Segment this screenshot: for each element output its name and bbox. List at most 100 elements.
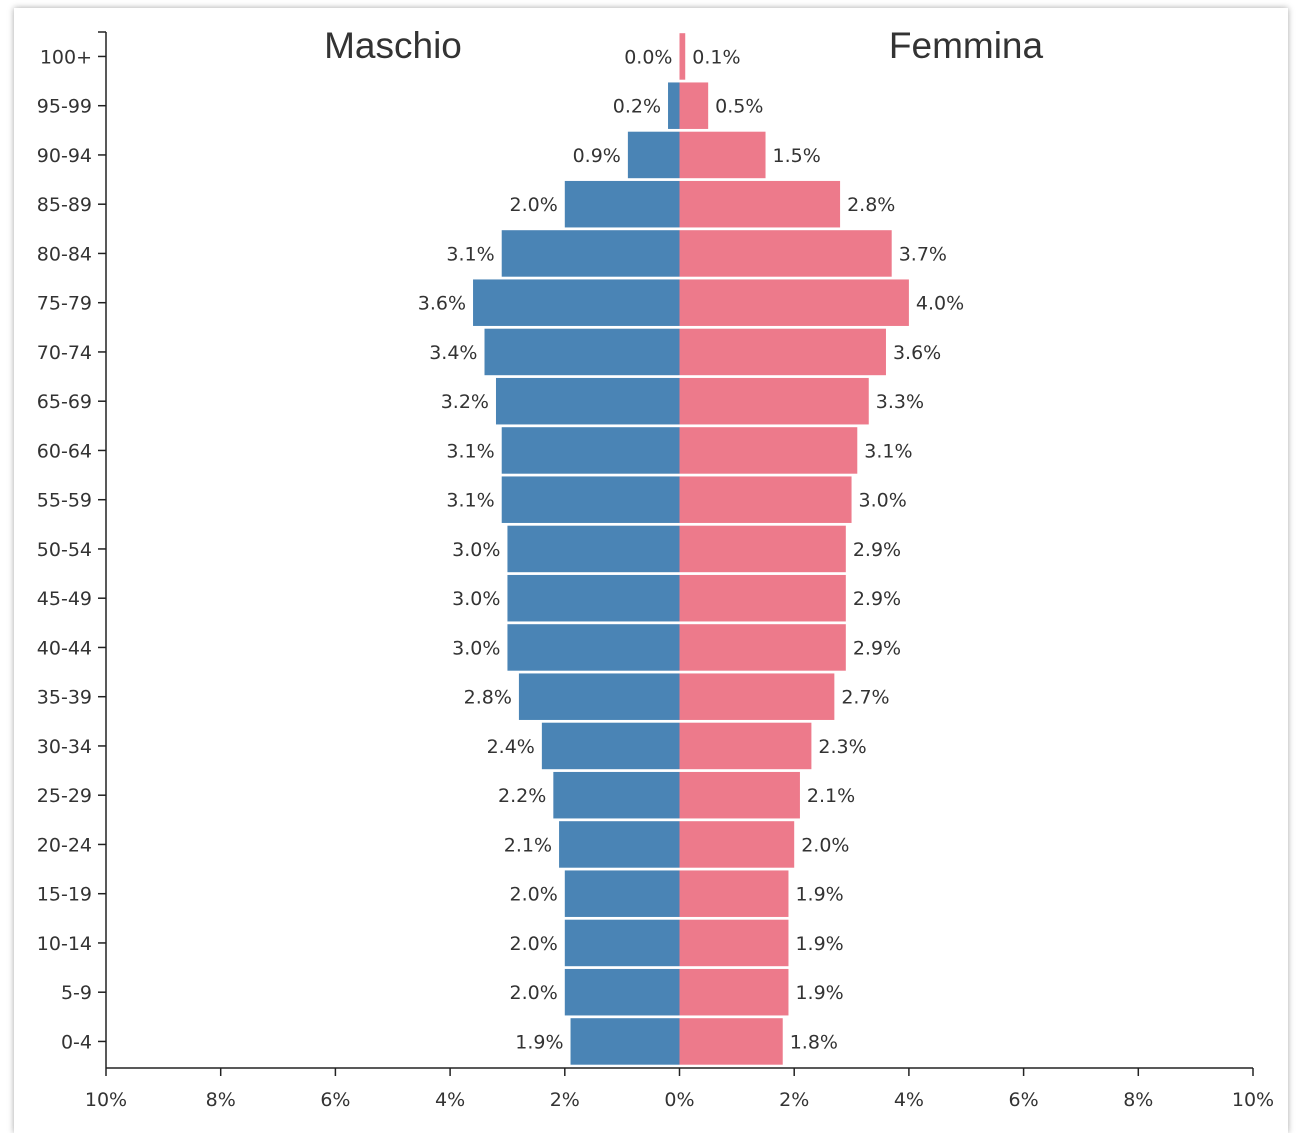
bar-male-95-99 (668, 82, 680, 129)
bar-female-90-94 (679, 131, 766, 179)
data-label-female-30-34: 2.3% (818, 736, 866, 758)
data-label-male-95-99: 0.2% (613, 96, 661, 118)
x-tick-label-3: 4% (435, 1089, 465, 1111)
data-label-female-5-9: 1.9% (795, 982, 843, 1004)
y-tick-label-15-19: 15-19 (37, 884, 92, 906)
x-tick-label-9: 8% (1123, 1089, 1153, 1111)
x-tick-label-7: 4% (894, 1089, 924, 1111)
x-tick-label-6: 2% (779, 1089, 809, 1111)
bars-layer (473, 33, 909, 1065)
data-label-female-90-94: 1.5% (773, 145, 821, 167)
data-label-female-95-99: 0.5% (715, 96, 763, 118)
x-tick-label-10: 10% (1232, 1089, 1274, 1111)
data-label-female-35-39: 2.7% (841, 687, 889, 709)
data-label-female-20-24: 2.0% (801, 834, 849, 856)
data-label-male-15-19: 2.0% (510, 884, 558, 906)
bar-male-85-89 (564, 180, 680, 228)
data-label-female-55-59: 3.0% (859, 490, 907, 512)
bar-female-15-19 (679, 870, 789, 917)
bar-female-65-69 (679, 377, 869, 425)
bar-male-30-34 (541, 722, 680, 770)
data-label-female-40-44: 2.9% (853, 637, 901, 659)
data-label-male-85-89: 2.0% (510, 194, 558, 216)
data-label-female-80-84: 3.7% (899, 243, 947, 265)
bar-female-45-49 (679, 574, 846, 622)
data-label-male-35-39: 2.8% (464, 687, 512, 709)
data-label-male-55-59: 3.1% (446, 490, 494, 512)
data-label-female-85-89: 2.8% (847, 194, 895, 216)
y-tick-label-30-34: 30-34 (37, 736, 92, 758)
axes-layer (98, 31, 1254, 1076)
bar-female-35-39 (679, 673, 835, 720)
bar-female-100+ (679, 33, 686, 80)
bar-male-55-59 (501, 476, 680, 523)
y-tick-label-70-74: 70-74 (37, 342, 92, 364)
data-label-female-70-74: 3.6% (893, 342, 941, 364)
bar-female-50-54 (679, 525, 846, 573)
bar-male-65-69 (495, 377, 680, 425)
bar-male-60-64 (501, 427, 680, 474)
data-label-female-45-49: 2.9% (853, 588, 901, 610)
bar-male-20-24 (559, 821, 680, 868)
data-label-male-5-9: 2.0% (510, 982, 558, 1004)
x-tick-label-2: 6% (320, 1089, 350, 1111)
x-tick-label-8: 6% (1009, 1089, 1039, 1111)
data-label-female-100+: 0.1% (692, 46, 740, 68)
y-tick-label-25-29: 25-29 (37, 785, 92, 807)
x-tick-label-0: 10% (85, 1089, 127, 1111)
bar-male-5-9 (564, 968, 680, 1016)
bar-male-15-19 (564, 870, 680, 917)
data-label-male-100+: 0.0% (624, 46, 672, 68)
y-tick-label-50-54: 50-54 (37, 539, 92, 561)
data-label-male-60-64: 3.1% (446, 440, 494, 462)
bar-female-0-4 (679, 1018, 783, 1065)
bar-male-70-74 (484, 328, 680, 376)
data-label-female-15-19: 1.9% (795, 884, 843, 906)
data-label-male-90-94: 0.9% (573, 145, 621, 167)
data-label-female-65-69: 3.3% (876, 391, 924, 413)
bar-female-30-34 (679, 722, 812, 770)
data-label-male-45-49: 3.0% (452, 588, 500, 610)
y-tick-label-0-4: 0-4 (61, 1031, 92, 1053)
bar-female-60-64 (679, 427, 858, 474)
labels-layer: 0.0% 0.1% 100+ 0.2% 0.5% 95-99 0.9% 1.5% 90-94 2.… (37, 46, 1274, 1111)
y-tick-label-35-39: 35-39 (37, 687, 92, 709)
bar-female-70-74 (679, 328, 886, 376)
data-label-male-0-4: 1.9% (515, 1031, 563, 1053)
y-tick-label-40-44: 40-44 (37, 637, 92, 659)
bar-male-90-94 (627, 131, 680, 179)
series-heading-female: Femmina (889, 25, 1044, 66)
y-tick-label-10-14: 10-14 (37, 933, 92, 955)
bar-male-35-39 (518, 673, 680, 720)
bar-male-50-54 (507, 525, 680, 573)
y-tick-label-75-79: 75-79 (37, 293, 92, 315)
bar-male-25-29 (553, 771, 680, 819)
y-tick-label-45-49: 45-49 (37, 588, 92, 610)
bar-female-55-59 (679, 476, 852, 523)
y-tick-label-80-84: 80-84 (37, 243, 92, 265)
data-label-female-0-4: 1.8% (790, 1031, 838, 1053)
y-tick-label-5-9: 5-9 (61, 982, 92, 1004)
data-label-female-10-14: 1.9% (795, 933, 843, 955)
bar-male-40-44 (507, 624, 680, 671)
x-tick-label-1: 8% (206, 1089, 236, 1111)
data-label-female-50-54: 2.9% (853, 539, 901, 561)
y-tick-label-95-99: 95-99 (37, 96, 92, 118)
bar-female-85-89 (679, 180, 841, 228)
bar-female-5-9 (679, 968, 789, 1016)
data-label-male-50-54: 3.0% (452, 539, 500, 561)
bar-female-20-24 (679, 821, 795, 868)
data-label-female-60-64: 3.1% (864, 440, 912, 462)
series-heading-male: Maschio (324, 25, 462, 66)
data-label-male-30-34: 2.4% (487, 736, 535, 758)
data-label-male-10-14: 2.0% (510, 933, 558, 955)
data-label-female-75-79: 4.0% (916, 293, 964, 315)
bar-female-25-29 (679, 771, 800, 819)
bar-female-10-14 (679, 919, 789, 967)
data-label-male-20-24: 2.1% (504, 834, 552, 856)
y-tick-label-55-59: 55-59 (37, 490, 92, 512)
data-label-female-25-29: 2.1% (807, 785, 855, 807)
bar-female-75-79 (679, 279, 909, 326)
bar-male-45-49 (507, 574, 680, 622)
